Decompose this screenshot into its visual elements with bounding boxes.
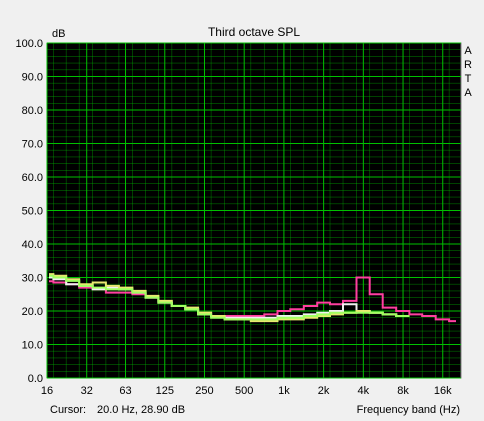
x-tick-label: 16k	[434, 385, 452, 397]
y-tick-label: 20.0	[22, 306, 43, 318]
y-tick-label: 30.0	[22, 273, 43, 285]
y-tick-label: 80.0	[22, 105, 43, 117]
x-tick-label: 2k	[318, 385, 330, 397]
x-tick-label: 4k	[358, 385, 370, 397]
series-line-4	[49, 274, 410, 321]
x-tick-labels: 16 32 63 125 250 500 1k 2k 4k 8k 16k	[41, 385, 452, 397]
major-grid	[46, 42, 461, 379]
y-tick-label: 100.0	[15, 38, 43, 50]
y-tick-label: 90.0	[22, 72, 43, 84]
y-tick-label: 50.0	[22, 206, 43, 218]
x-tick-label: 63	[119, 385, 131, 397]
side-text-4: A	[464, 87, 472, 99]
y-tick-label: 60.0	[22, 172, 43, 184]
y-tick-label: 40.0	[22, 239, 43, 251]
side-text-2: R	[464, 59, 472, 71]
side-text-1: A	[464, 45, 472, 57]
x-tick-label: 125	[156, 385, 174, 397]
x-tick-label: 8k	[397, 385, 409, 397]
y-tick-labels: 0.0 10.0 20.0 30.0 40.0 50.0 60.0 70.0 80.0 90.0 1…	[15, 38, 43, 385]
y-tick-label: 0.0	[28, 373, 43, 385]
x-tick-label: 32	[81, 385, 93, 397]
cursor-value: 20.0 Hz, 28.90 dB	[97, 404, 185, 416]
side-text-3: T	[465, 73, 472, 85]
x-tick-label: 16	[41, 385, 53, 397]
x-tick-label: 1k	[278, 385, 290, 397]
y-tick-label: 70.0	[22, 139, 43, 151]
chart-title: Third octave SPL	[208, 25, 300, 39]
series-layer	[49, 273, 456, 323]
x-tick-label: 500	[235, 385, 253, 397]
series-line-1	[49, 276, 456, 323]
x-tick-label: 250	[195, 385, 213, 397]
cursor-label: Cursor:	[50, 404, 86, 416]
y-axis-label: dB	[52, 28, 65, 40]
x-axis-label: Frequency band (Hz)	[357, 404, 460, 416]
y-tick-label: 10.0	[22, 340, 43, 352]
